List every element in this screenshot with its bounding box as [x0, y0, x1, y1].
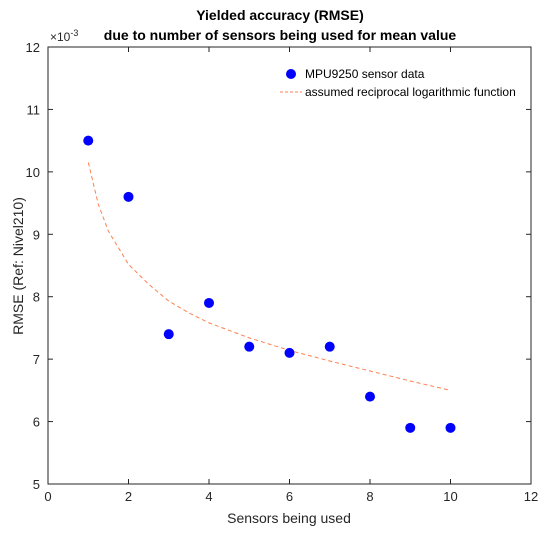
- y-tick-label: 9: [33, 227, 40, 242]
- x-tick-label: 8: [366, 489, 373, 504]
- y-axis-label: RMSE (Ref: Nivel210): [10, 197, 26, 335]
- legend-label-line: assumed reciprocal logarithmic function: [305, 85, 516, 99]
- y-axis-multiplier-exponent: -3: [70, 28, 78, 38]
- x-tick-label: 4: [205, 489, 212, 504]
- y-axis-multiplier: ×10-3: [50, 28, 78, 44]
- data-point: [204, 297, 214, 308]
- legend: MPU9250 sensor data assumed reciprocal l…: [272, 58, 526, 104]
- y-tick-label: 12: [26, 40, 40, 55]
- y-tick-label: 11: [27, 102, 41, 117]
- y-tick-label: 6: [33, 415, 40, 430]
- y-tick-label: 8: [33, 290, 40, 305]
- series-layer: [83, 135, 456, 433]
- legend-box: [272, 58, 526, 104]
- data-point: [324, 341, 335, 352]
- y-axis-multiplier-base: ×10: [50, 30, 71, 44]
- data-point: [445, 422, 456, 433]
- data-point: [83, 135, 94, 146]
- y-tick-label: 10: [26, 165, 40, 180]
- chart-subtitle: due to number of sensors being used for …: [104, 27, 457, 43]
- data-point: [405, 422, 416, 433]
- x-axis: 0 2 4 6 8 10 12: [44, 47, 538, 504]
- x-tick-label: 6: [286, 489, 293, 504]
- data-point: [123, 191, 134, 202]
- y-tick-label: 5: [33, 477, 40, 492]
- data-point: [365, 391, 375, 402]
- x-tick-label: 0: [44, 489, 51, 504]
- fit-curve: [87, 162, 451, 391]
- x-axis-label: Sensors being used: [227, 510, 351, 526]
- data-point: [284, 347, 295, 358]
- chart-title: Yielded accuracy (RMSE): [196, 7, 364, 23]
- legend-marker-scatter: [286, 69, 296, 79]
- x-tick-label: 10: [443, 489, 457, 504]
- data-point: [244, 341, 255, 352]
- data-point: [163, 329, 174, 340]
- legend-label-scatter: MPU9250 sensor data: [305, 67, 425, 81]
- plot-area: [47, 46, 532, 485]
- x-tick-label: 2: [125, 489, 132, 504]
- x-tick-label: 12: [524, 489, 538, 504]
- y-tick-label: 7: [33, 352, 40, 367]
- y-axis: 5 6 7 8 9 10 11 12: [26, 40, 531, 492]
